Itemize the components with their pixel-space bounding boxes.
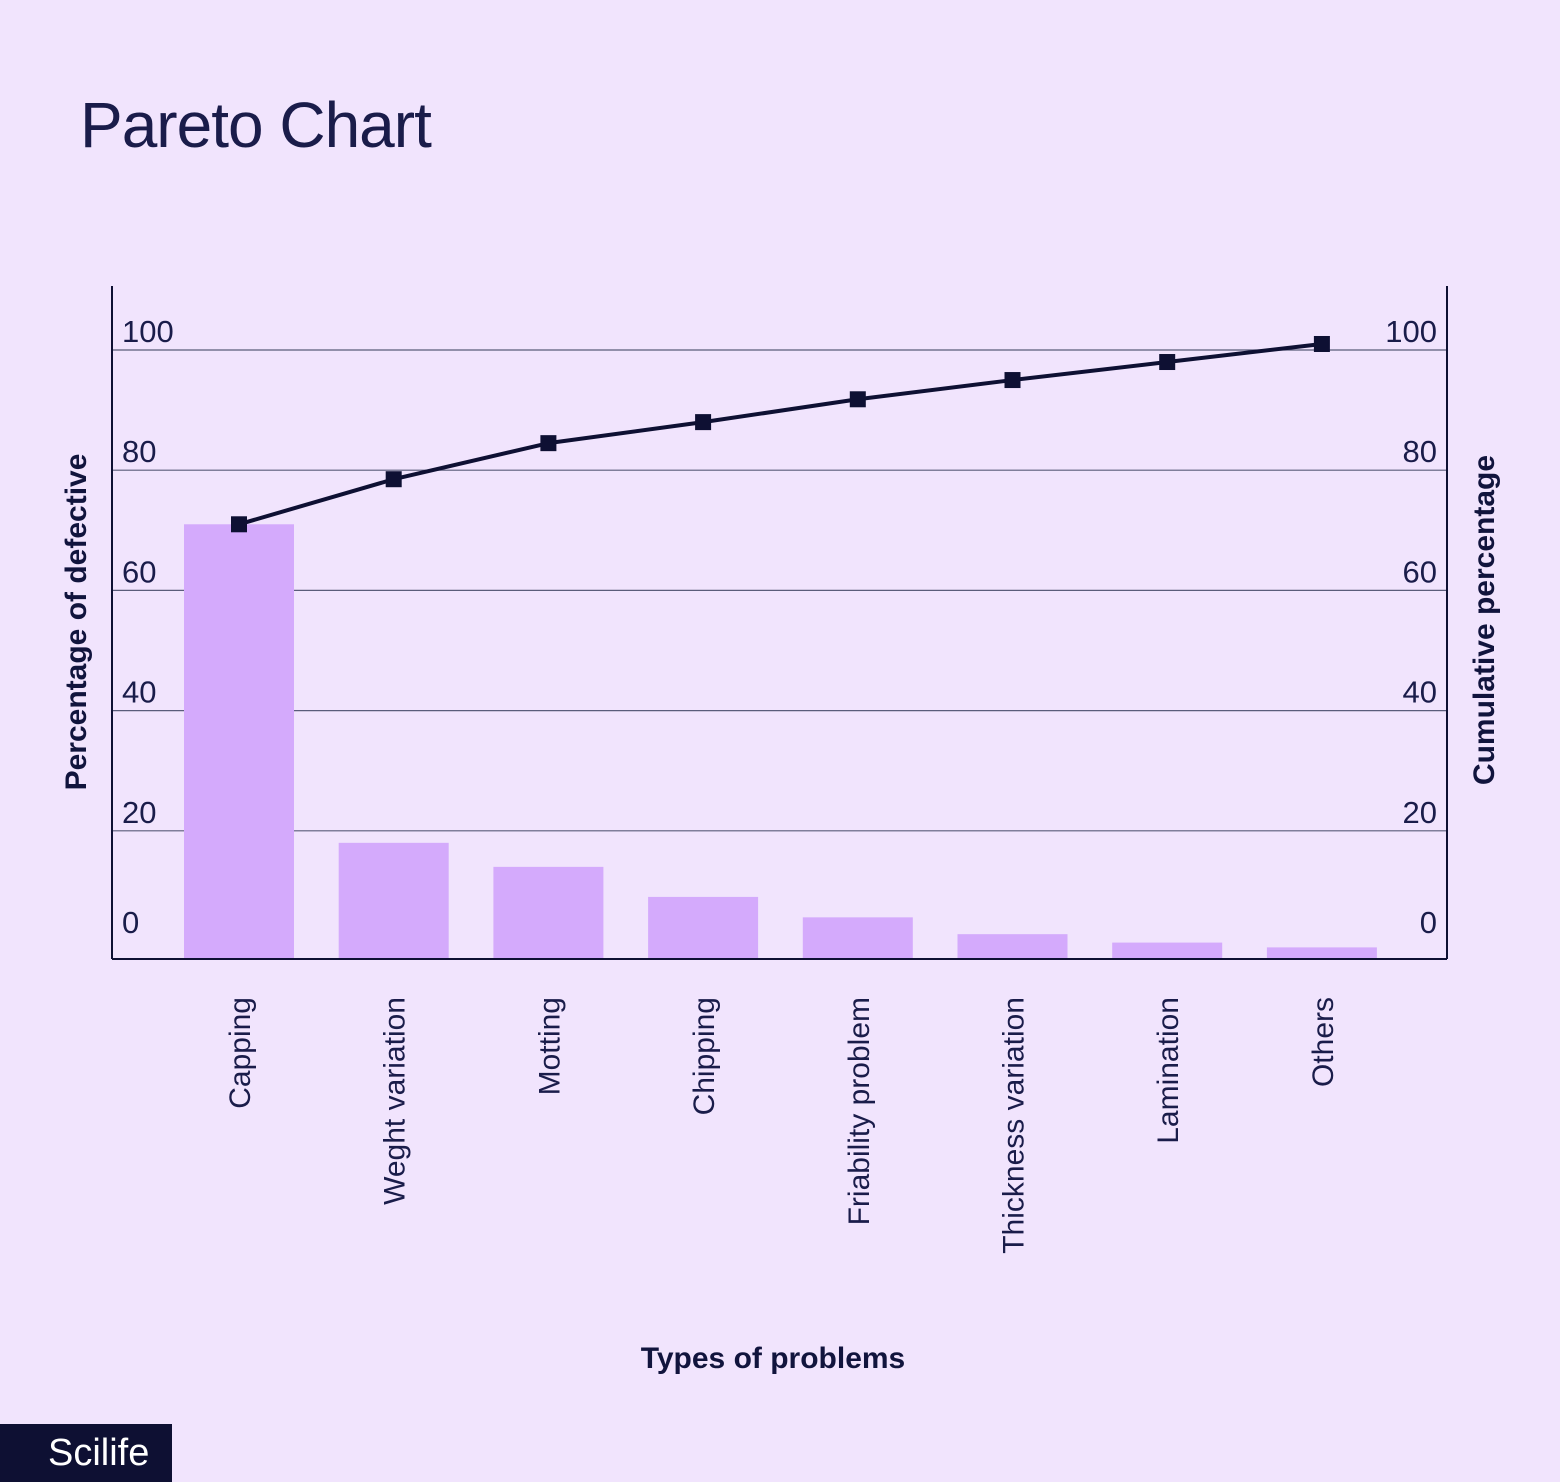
bar-lamination [1112, 942, 1223, 959]
bar-motting [493, 866, 604, 959]
cumulative-point-thickness-variation [1004, 372, 1021, 389]
bar-others [1266, 947, 1377, 959]
cumulative-point-motting [540, 435, 557, 452]
bar-chipping [648, 896, 759, 959]
x-tick-label-friability-problem: Friability problem [843, 997, 876, 1225]
brand-logo: Scilife [0, 1424, 172, 1482]
y-tick-label-0: 0 [122, 905, 139, 940]
cumulative-point-others [1313, 335, 1330, 352]
cumulative-point-chipping [695, 414, 712, 431]
y-tick-label-80: 80 [122, 434, 156, 469]
y-tick-label-20: 20 [122, 795, 156, 830]
y2-tick-label-100: 100 [1385, 314, 1437, 349]
bar-thickness-variation [957, 934, 1068, 959]
x-tick-label-chipping: Chipping [688, 997, 721, 1115]
x-tick-label-others: Others [1307, 997, 1340, 1087]
x-tick-label-capping: Capping [224, 997, 257, 1109]
bar-friability-problem [802, 917, 913, 959]
y2-tick-label-60: 60 [1403, 554, 1437, 589]
y2-tick-label-40: 40 [1403, 675, 1437, 710]
y2-tick-label-0: 0 [1420, 905, 1437, 940]
x-tick-label-lamination: Lamination [1152, 997, 1185, 1144]
y-axis-title: Percentage of defective [60, 454, 93, 791]
cumulative-point-lamination [1159, 354, 1176, 371]
x-tick-label-weght-variation: Weght variation [379, 997, 412, 1205]
y2-tick-label-20: 20 [1403, 795, 1437, 830]
x-tick-label-thickness-variation: Thickness variation [998, 997, 1031, 1254]
cumulative-point-capping [231, 516, 247, 533]
chart-title: Pareto Chart [80, 89, 432, 161]
y2-axis-title: Cumulative percentage [1468, 455, 1501, 785]
x-tick-label-motting: Motting [533, 997, 566, 1095]
bar-weght-variation [338, 842, 449, 959]
bar-capping [184, 524, 294, 959]
y-tick-label-60: 60 [122, 554, 156, 589]
x-axis-title: Types of problems [641, 1342, 906, 1375]
cumulative-line [238, 342, 1323, 527]
y2-tick-label-80: 80 [1403, 434, 1437, 469]
y-tick-label-100: 100 [122, 314, 174, 349]
cumulative-point-weght-variation [385, 471, 402, 488]
cumulative-point-friability-problem [849, 391, 866, 408]
y-tick-label-40: 40 [122, 675, 156, 710]
